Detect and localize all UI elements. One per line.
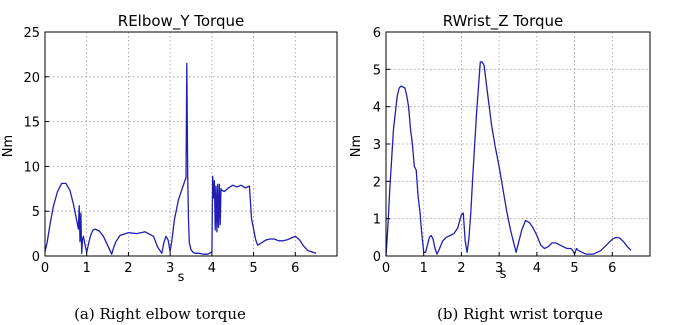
wrist-y-tick-label: 2 (373, 175, 381, 190)
wrist-x-tick-label: 3 (495, 261, 503, 276)
wrist-x-axis-label: s (500, 267, 507, 282)
elbow-y-tick-label: 10 (23, 160, 40, 175)
wrist-ticks: 0 1 2 3 4 5 6 0 1 2 3 4 5 6 (373, 26, 617, 276)
wrist-x-tick-label: 5 (570, 261, 578, 276)
elbow-y-axis-label: Nm (1, 135, 16, 157)
wrist-y-tick-label: 4 (373, 101, 381, 116)
elbow-x-tick-label: 4 (208, 261, 216, 276)
wrist-x-tick-label: 0 (382, 261, 390, 276)
elbow-y-tick-label: 5 (32, 205, 40, 220)
elbow-chart-title: RElbow_Y Torque (118, 12, 244, 31)
wrist-x-tick-label: 2 (457, 261, 465, 276)
elbow-x-tick-label: 5 (249, 261, 257, 276)
wrist-torque-line (385, 61, 632, 257)
elbow-x-axis-label: s (178, 270, 185, 285)
wrist-grid (385, 31, 650, 257)
wrist-caption: (b) Right wrist torque (437, 305, 603, 323)
elbow-plot-frame (44, 31, 338, 257)
wrist-x-tick-label: 1 (420, 261, 428, 276)
elbow-y-tick-label: 15 (23, 116, 40, 131)
wrist-chart-title: RWrist_Z Torque (443, 12, 564, 31)
elbow-y-tick-label: 20 (23, 71, 40, 86)
wrist-torque-panel: RWrist_Z Torque 0 1 2 3 4 5 6 0 1 2 3 4 5 6 s Nm (b) … (349, 12, 651, 323)
elbow-torque-line (44, 62, 317, 255)
elbow-x-tick-label: 6 (291, 261, 299, 276)
wrist-y-tick-label: 6 (373, 26, 381, 41)
elbow-x-tick-label: 0 (41, 261, 49, 276)
wrist-y-tick-label: 0 (373, 250, 381, 265)
elbow-y-tick-label: 25 (23, 26, 40, 41)
elbow-y-tick-label: 0 (32, 250, 40, 265)
wrist-x-tick-label: 4 (533, 261, 541, 276)
wrist-y-tick-label: 3 (373, 138, 381, 153)
wrist-y-tick-label: 5 (373, 63, 381, 78)
wrist-y-axis-label: Nm (349, 135, 364, 157)
wrist-x-tick-label: 6 (608, 261, 616, 276)
elbow-x-tick-label: 1 (83, 261, 91, 276)
elbow-torque-panel: RElbow_Y Torque 0 1 2 3 4 5 6 0 5 10 15 20 25 s Nm (… (1, 12, 338, 323)
elbow-x-tick-label: 2 (124, 261, 132, 276)
elbow-ticks: 0 1 2 3 4 5 6 0 5 10 15 20 25 (23, 26, 299, 276)
elbow-caption: (a) Right elbow torque (74, 305, 246, 323)
wrist-y-tick-label: 1 (373, 213, 381, 228)
elbow-grid (44, 31, 337, 257)
elbow-x-tick-label: 3 (166, 261, 174, 276)
